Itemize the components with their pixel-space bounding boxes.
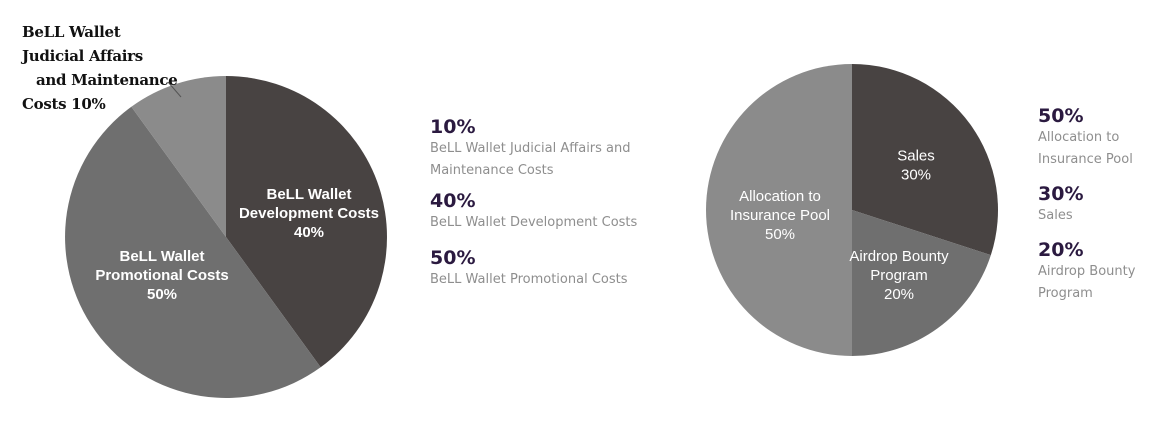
slice-judicial-maintenance-costs bbox=[131, 76, 226, 237]
legend-entry: 20% Airdrop Bounty Program bbox=[1038, 239, 1135, 305]
legend-entry: 30% Sales bbox=[1038, 183, 1135, 227]
slice-development-costs bbox=[226, 76, 387, 368]
slice-label: Insurance Pool bbox=[730, 207, 830, 224]
slice-airdrop-bounty-program bbox=[852, 210, 991, 356]
slice-label: 40% bbox=[294, 224, 324, 241]
legend-description: BeLL Wallet Development Costs bbox=[430, 215, 638, 230]
callout-line: BeLL Wallet bbox=[22, 23, 121, 41]
legend-costs: 10% BeLL Wallet Judicial Affairs and Mai… bbox=[430, 116, 637, 291]
legend-description: BeLL Wallet Promotional Costs bbox=[430, 272, 628, 287]
legend-description: Allocation to bbox=[1038, 130, 1120, 145]
slice-insurance-pool bbox=[706, 64, 852, 356]
slice-promotional-costs bbox=[65, 106, 321, 398]
callout-line: Judicial Affairs bbox=[22, 47, 143, 65]
legend-description: Airdrop Bounty bbox=[1038, 264, 1136, 279]
legend-description: Insurance Pool bbox=[1038, 152, 1133, 167]
slice-label: 20% bbox=[884, 286, 914, 303]
callout-line: Costs 10% bbox=[22, 95, 106, 113]
slice-label: Allocation to bbox=[739, 188, 821, 205]
judicial-affairs-callout: BeLL Wallet Judicial Affairs and Mainten… bbox=[22, 20, 178, 116]
slice-label: Sales bbox=[897, 147, 935, 164]
slice-label: BeLL Wallet bbox=[119, 248, 204, 265]
slice-label: 30% bbox=[901, 166, 931, 183]
legend-percent: 50% bbox=[430, 247, 476, 269]
legend-entry: 50% Allocation to Insurance Pool bbox=[1038, 105, 1135, 171]
legend-allocation: 50% Allocation to Insurance Pool 30% Sal… bbox=[1038, 105, 1135, 305]
legend-description: Sales bbox=[1038, 208, 1073, 223]
slice-label: Program bbox=[870, 267, 928, 284]
legend-entry: 10% BeLL Wallet Judicial Affairs and Mai… bbox=[430, 116, 637, 182]
slice-label: Development Costs bbox=[239, 205, 379, 222]
legend-description: Maintenance Costs bbox=[430, 163, 554, 178]
slice-sales bbox=[852, 64, 998, 256]
slice-label: Promotional Costs bbox=[95, 267, 228, 284]
slice-label: 50% bbox=[147, 286, 177, 303]
legend-percent: 20% bbox=[1038, 239, 1084, 261]
callout-line: and Maintenance bbox=[36, 71, 178, 89]
legend-percent: 40% bbox=[430, 190, 476, 212]
legend-entry: 40% BeLL Wallet Development Costs bbox=[430, 190, 637, 234]
legend-description: BeLL Wallet Judicial Affairs and bbox=[430, 141, 631, 156]
legend-percent: 50% bbox=[1038, 105, 1084, 127]
callout-leader-line bbox=[167, 81, 182, 98]
legend-percent: 30% bbox=[1038, 183, 1084, 205]
legend-entry: 50% BeLL Wallet Promotional Costs bbox=[430, 247, 637, 291]
slice-label: Airdrop Bounty bbox=[849, 248, 949, 265]
slice-label: 50% bbox=[765, 226, 795, 243]
slice-label: BeLL Wallet bbox=[266, 186, 351, 203]
legend-percent: 10% bbox=[430, 116, 476, 138]
legend-description: Program bbox=[1038, 286, 1093, 301]
